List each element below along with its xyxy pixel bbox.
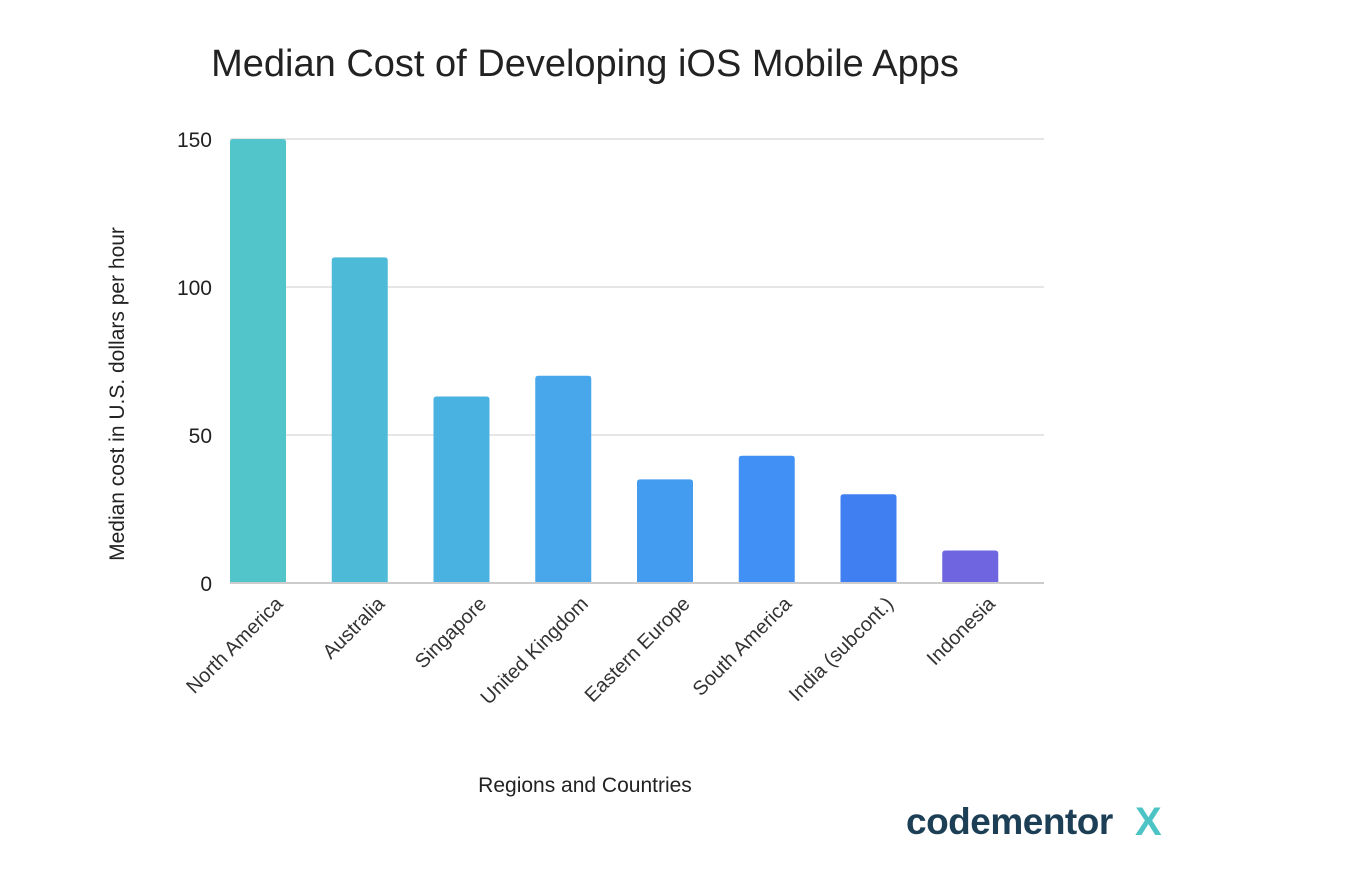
y-axis-ticks: 0 50 100 150 [177,129,212,596]
x-tick-label: Singapore [411,593,491,673]
x-axis-title: Regions and Countries [478,774,692,797]
y-tick-label: 100 [177,277,212,300]
y-tick-label: 150 [177,129,212,152]
bars [230,139,999,583]
x-tick-label: South America [689,592,797,700]
bar [637,479,693,583]
y-axis-title: Median cost in U.S. dollars per hour [106,227,129,561]
y-tick-label: 0 [200,573,212,596]
bar [738,455,795,583]
x-tick-label: United Kingdom [477,593,593,709]
x-tick-label: North America [182,592,288,698]
x-tick-label: Australia [319,592,390,663]
x-tick-label: Eastern Europe [581,593,695,707]
bar [535,375,592,583]
x-tick-label: India (subcont.) [785,593,898,706]
bar [942,550,999,583]
bar [230,139,286,583]
chart-title: Median Cost of Developing iOS Mobile App… [211,43,959,85]
x-tick-label: Indonesia [923,592,1001,670]
logo-x-mark: X [1135,800,1162,844]
bar [433,396,490,583]
y-tick-label: 50 [189,425,212,448]
bar [331,257,388,583]
logo-wordmark: codementor [906,801,1113,842]
bar [840,494,897,583]
codementor-x-logo: codementor X [906,800,1162,844]
